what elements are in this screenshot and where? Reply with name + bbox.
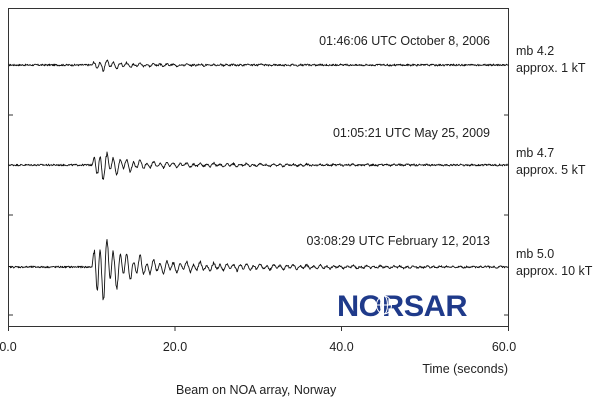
logo-globe-icon [376, 295, 392, 315]
right-ticks [504, 114, 509, 316]
seismic-trace-3 [8, 238, 509, 301]
seismic-trace-1 [8, 59, 509, 72]
x-tick-label-60: 60.0 [492, 340, 516, 354]
left-ticks [8, 114, 13, 316]
yield-label-2013: approx. 10 kT [516, 264, 593, 278]
figure-caption: Beam on NOA array, Norway [176, 383, 337, 397]
magnitude-label-2009: mb 4.7 [516, 146, 554, 160]
plot-frame [8, 8, 509, 327]
seismic-trace-2 [8, 151, 509, 180]
magnitude-label-2013: mb 5.0 [516, 247, 554, 261]
event-label-2013: 03:08:29 UTC February 12, 2013 [307, 234, 490, 248]
norsar-logo-text: NORSAR [337, 290, 468, 323]
event-label-2009: 01:05:21 UTC May 25, 2009 [333, 126, 490, 140]
yield-label-2006: approx. 1 kT [516, 61, 586, 75]
x-tick-label-0: 0.0 [0, 340, 17, 354]
x-tick-label-20: 20.0 [163, 340, 187, 354]
seismic-traces [8, 59, 509, 301]
yield-label-2009: approx. 5 kT [516, 163, 586, 177]
norsar-logo: NORSAR [337, 290, 468, 323]
magnitude-label-2006: mb 4.2 [516, 44, 554, 58]
x-axis-label: Time (seconds) [422, 362, 508, 376]
x-ticks [8, 326, 509, 331]
event-label-2006: 01:46:06 UTC October 8, 2006 [319, 34, 490, 48]
x-tick-label-40: 40.0 [329, 340, 353, 354]
